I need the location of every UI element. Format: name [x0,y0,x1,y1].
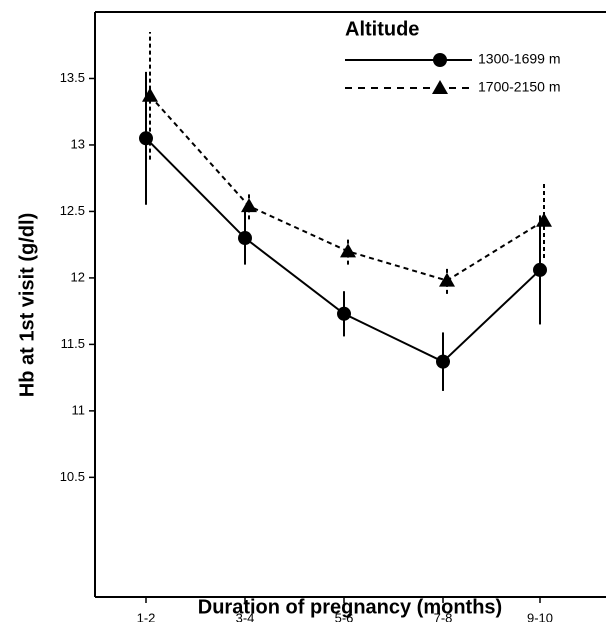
x-tick-label: 7-8 [434,610,453,622]
y-tick-label: 13 [71,136,85,151]
legend-title: Altitude [345,18,419,40]
y-tick-label: 12 [71,269,85,284]
x-tick-label: 9-10 [527,610,553,622]
legend-label: 1300-1699 m [478,51,561,67]
series-line [149,95,545,282]
x-tick-label: 3-4 [236,610,255,622]
point [439,272,455,287]
x-tick-label: 5-6 [335,610,354,622]
y-tick-label: 11 [72,402,86,417]
y-tick-label: 10.5 [60,469,85,484]
point [241,198,257,213]
point [238,231,252,246]
y-tick-label: 11.5 [61,336,85,351]
x-axis-label: Duration of pregnancy (months) [198,596,502,618]
point [142,87,158,102]
point [533,262,547,277]
point [337,306,351,321]
x-tick-label: 1-2 [137,610,156,622]
point [536,212,552,227]
legend-label: 1700-2150 m [478,79,561,95]
point [436,354,450,369]
point [432,80,448,94]
point [340,243,356,258]
y-tick-label: 12.5 [60,203,85,218]
y-tick-label: 13.5 [60,70,85,85]
point [433,53,447,67]
y-axis-label: Hb at 1st visit (g/dl) [16,213,38,397]
